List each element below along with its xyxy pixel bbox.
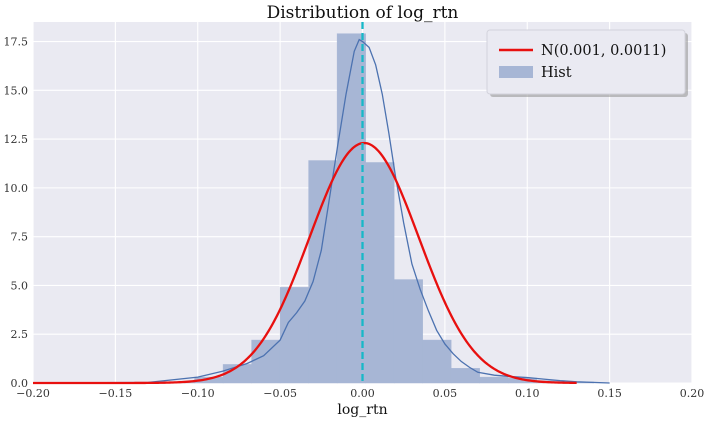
legend-normal-label: N(0.001, 0.0011) [541, 43, 666, 59]
x-tick-label: −0.10 [181, 387, 215, 400]
x-axis-label: log_rtn [337, 402, 387, 418]
chart-title: Distribution of log_rtn [267, 3, 459, 23]
y-tick-label: 12.5 [4, 133, 29, 146]
y-tick-label: 2.5 [11, 328, 29, 341]
kde-line [32, 38, 610, 384]
legend-box [486, 29, 686, 95]
x-tick-label: −0.20 [16, 387, 50, 400]
histogram-bars [137, 33, 594, 384]
y-tick-label: 10.0 [4, 182, 29, 195]
x-tick-label: −0.15 [99, 387, 133, 400]
legend-hist-label: Hist [541, 65, 572, 81]
legend: N(0.001, 0.0011) Hist [486, 29, 688, 97]
histogram-bar [365, 162, 395, 384]
histogram-bar [308, 160, 338, 384]
legend-hist-swatch [499, 66, 533, 78]
histogram-bar [251, 339, 281, 384]
y-tick-label: 17.5 [4, 36, 29, 49]
tick-labels: −0.20 −0.15 −0.10 −0.05 0.00 0.05 0.10 0.15 0.20… [4, 36, 705, 400]
y-tick-label: 15.0 [4, 84, 29, 97]
histogram-bar [393, 279, 423, 384]
normal-curve-line [33, 141, 577, 385]
x-tick-label: 0.10 [515, 387, 540, 400]
histogram-bar [336, 33, 366, 384]
y-tick-label: 7.5 [11, 231, 29, 244]
x-tick-label: 0.15 [597, 387, 622, 400]
histogram-bar [479, 376, 509, 384]
x-tick-label: 0.05 [433, 387, 458, 400]
y-tick-label: 5.0 [11, 279, 29, 292]
curves [32, 22, 610, 385]
histogram-bar [422, 339, 452, 384]
x-tick-label: −0.05 [263, 387, 297, 400]
y-tick-label: 0.0 [11, 377, 29, 390]
x-tick-label: 0.00 [350, 387, 375, 400]
x-tick-label: 0.20 [680, 387, 705, 400]
histogram-bar [450, 368, 480, 384]
